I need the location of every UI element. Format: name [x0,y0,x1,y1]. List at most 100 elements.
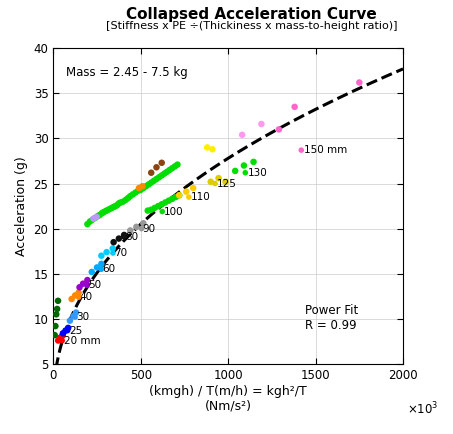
Point [109,245,116,252]
Point [117,199,124,206]
Point [100,209,107,216]
Point [58,337,66,344]
Point [240,162,247,169]
Point [142,183,149,190]
Text: 30: 30 [77,312,90,322]
Point [68,296,75,302]
Point [54,297,62,304]
Point [126,193,134,200]
Text: 20 mm: 20 mm [64,335,101,345]
Point [112,203,119,210]
Point [145,181,152,188]
Text: 25: 25 [69,326,82,335]
Point [135,184,143,191]
Point [90,215,97,222]
Point [72,314,79,321]
Point [53,311,60,318]
Point [176,192,183,199]
Point [135,187,142,194]
Point [171,163,178,170]
Text: 60: 60 [103,264,116,274]
Point [94,213,101,220]
Point [148,169,155,176]
Point [183,188,190,195]
Point [59,330,67,337]
Point [153,175,160,182]
Text: 70: 70 [114,248,127,258]
Point [76,284,83,291]
Point [275,126,283,133]
Point [54,337,62,344]
Point [64,324,72,331]
Point [96,212,103,219]
Point [75,289,82,296]
Text: 90: 90 [143,224,156,233]
Point [103,249,110,256]
Point [144,207,151,214]
Text: Power Fit
R = 0.99: Power Fit R = 0.99 [305,304,358,332]
Point [122,196,130,203]
Point [212,180,219,187]
Point [239,132,246,138]
Point [291,103,298,110]
Point [110,204,117,210]
Point [133,224,140,230]
Point [87,218,94,225]
Point [114,202,121,209]
Point [155,174,163,181]
Point [174,161,181,168]
Point [72,292,79,299]
Point [108,204,116,211]
Point [158,172,165,179]
Point [52,322,59,329]
Text: 80: 80 [125,232,138,242]
Point [203,144,211,151]
Point [209,146,216,153]
Point [62,327,69,334]
Point [139,183,146,190]
Point [98,260,105,267]
Point [126,227,134,234]
Point [105,206,112,213]
Point [148,206,155,213]
Point [115,200,122,207]
Point [162,199,169,206]
Point [98,210,106,217]
Point [89,216,96,223]
Text: Collapsed Acceleration Curve: Collapsed Acceleration Curve [126,7,377,22]
Point [164,168,171,175]
Point [169,195,176,202]
Point [207,178,214,185]
Text: 100: 100 [164,207,183,217]
Point [140,220,147,227]
Point [161,170,168,177]
Point [356,79,363,86]
Text: 110: 110 [191,192,210,202]
Y-axis label: Acceleration (g): Acceleration (g) [15,156,28,256]
Point [298,147,305,154]
Point [53,306,61,312]
Point [120,198,127,205]
Point [258,121,265,128]
Point [222,178,229,185]
Point [75,294,82,301]
Point [165,197,172,204]
Point [79,280,87,287]
Point [158,201,165,208]
Point [151,204,159,211]
Point [129,191,136,198]
Text: Mass = 2.45 - 7.5 kg: Mass = 2.45 - 7.5 kg [66,66,187,79]
Point [120,231,128,238]
Point [93,264,101,271]
Point [172,194,179,201]
Point [150,178,158,184]
Point [109,250,116,256]
Point [158,159,165,166]
Point [140,184,147,191]
Point [110,239,117,246]
X-axis label: (kmgh) / T(m/h) = kgh²/T
(Nm/s²): (kmgh) / T(m/h) = kgh²/T (Nm/s²) [149,385,307,413]
Point [51,332,58,339]
Point [176,192,183,199]
Text: 125: 125 [217,178,236,188]
Text: 150 mm: 150 mm [304,145,347,155]
